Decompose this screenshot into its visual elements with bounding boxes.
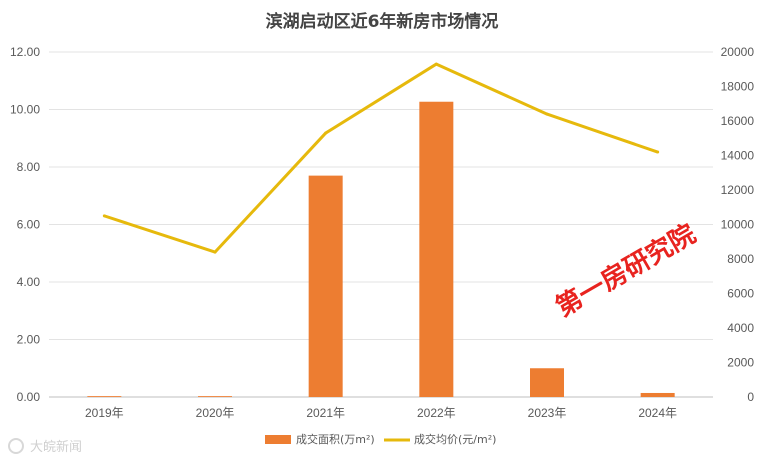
y-left-tick-label: 2.00: [17, 333, 41, 347]
y-right-tick-label: 4000: [727, 321, 754, 335]
line-point: [102, 214, 106, 218]
bar: [308, 175, 343, 397]
y-left-tick-label: 4.00: [17, 275, 41, 289]
chart-title: 滨湖启动区近6年新房市场情况: [266, 11, 499, 32]
y-axis-right: 0 2000 4000 6000 8000 10000 12000 14000 16000 180…: [721, 45, 755, 404]
bar: [87, 396, 122, 397]
y-right-tick-label: 12000: [721, 183, 755, 197]
y-right-tick-label: 16000: [721, 114, 755, 128]
legend-swatch-bar: [265, 435, 291, 444]
line-series: [102, 62, 660, 254]
source-logo-text: 大皖新闻: [30, 439, 82, 455]
y-right-tick-label: 8000: [727, 252, 754, 266]
bars-area: [87, 101, 675, 398]
y-right-tick-label: 0: [747, 390, 754, 404]
x-tick-label: 2022年: [417, 406, 456, 420]
line-point: [213, 250, 217, 254]
gridlines: [49, 51, 713, 398]
y-right-tick-label: 6000: [727, 287, 754, 301]
line-point: [656, 150, 660, 154]
series-line: [103, 62, 659, 254]
y-axis-left: 0.00 2.00 4.00 6.00 8.00 10.00 12.00: [10, 45, 40, 404]
x-axis: 2019年 2020年 2021年 2022年 2023年 2024年: [85, 406, 677, 420]
y-left-tick-label: 6.00: [17, 218, 41, 232]
legend-label-line: 成交均价(元/m²): [414, 432, 496, 446]
watermark: 第一房研究院: [550, 218, 701, 323]
y-right-tick-label: 20000: [721, 45, 755, 59]
line-point: [545, 112, 549, 116]
source-logo-icon: [8, 438, 24, 454]
watermark-text: 第一房研究院: [550, 218, 701, 323]
x-tick-label: 2020年: [196, 406, 235, 420]
line-point: [324, 131, 328, 135]
x-tick-label: 2019年: [85, 406, 124, 420]
x-tick-label: 2023年: [528, 406, 567, 420]
x-tick-label: 2021年: [306, 406, 345, 420]
y-right-tick-label: 10000: [721, 218, 755, 232]
y-right-tick-label: 2000: [727, 356, 754, 370]
line-point: [434, 62, 438, 66]
y-left-tick-label: 8.00: [17, 160, 41, 174]
bar: [530, 368, 564, 397]
legend-label-bar: 成交面积(万m²): [296, 432, 375, 446]
y-left-tick-label: 12.00: [10, 45, 40, 59]
bar: [640, 392, 675, 397]
source-logo: 大皖新闻: [8, 438, 82, 455]
y-left-tick-label: 0.00: [17, 390, 41, 404]
bar: [198, 396, 232, 397]
bar: [419, 101, 454, 398]
legend: 成交面积(万m²) 成交均价(元/m²): [265, 432, 496, 446]
y-right-tick-label: 14000: [721, 149, 755, 163]
y-right-tick-label: 18000: [721, 80, 755, 94]
x-tick-label: 2024年: [638, 406, 677, 420]
y-left-tick-label: 10.00: [10, 103, 40, 117]
